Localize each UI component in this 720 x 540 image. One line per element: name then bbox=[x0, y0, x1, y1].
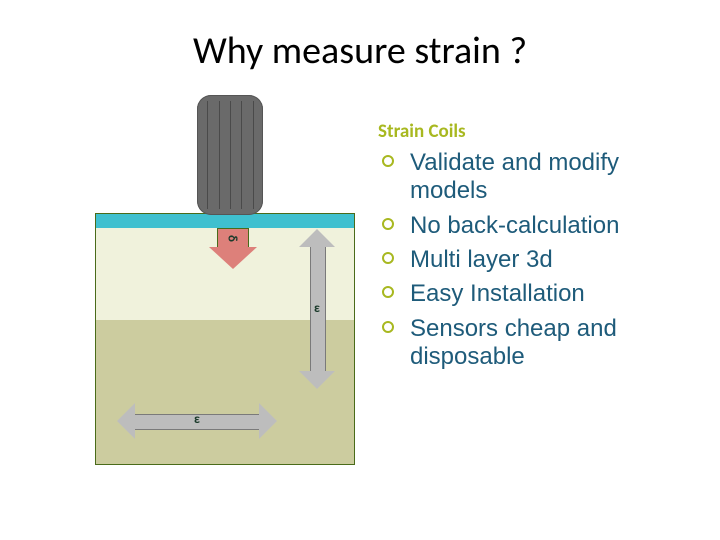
tire bbox=[197, 95, 263, 215]
arrow-head-up bbox=[299, 229, 335, 247]
epsilon-label-vertical: ε bbox=[299, 301, 335, 316]
vertical-strain-arrow: ε bbox=[299, 229, 335, 389]
strain-diagram: δ ε ε bbox=[95, 95, 355, 465]
list-item: Easy Installation bbox=[378, 280, 688, 308]
tire-tread bbox=[207, 101, 208, 209]
tire-tread bbox=[241, 101, 242, 209]
bullet-list: Validate and modify models No back-calcu… bbox=[378, 149, 688, 371]
slide-title: Why measure strain ? bbox=[0, 28, 720, 74]
epsilon-label-horizontal: ε bbox=[117, 412, 277, 427]
tire-tread bbox=[219, 101, 220, 209]
delta-label: δ bbox=[225, 224, 240, 254]
horizontal-strain-arrow: ε bbox=[117, 403, 277, 439]
list-item: No back-calculation bbox=[378, 212, 688, 240]
list-item: Multi layer 3d bbox=[378, 246, 688, 274]
text-panel: Strain Coils Validate and modify models … bbox=[378, 120, 688, 377]
arrow-head-down bbox=[299, 371, 335, 389]
list-item: Sensors cheap and disposable bbox=[378, 315, 688, 372]
subtitle-strain-coils: Strain Coils bbox=[378, 120, 688, 143]
list-item: Validate and modify models bbox=[378, 149, 688, 206]
tire-tread bbox=[230, 101, 231, 209]
tire-tread bbox=[253, 101, 254, 209]
